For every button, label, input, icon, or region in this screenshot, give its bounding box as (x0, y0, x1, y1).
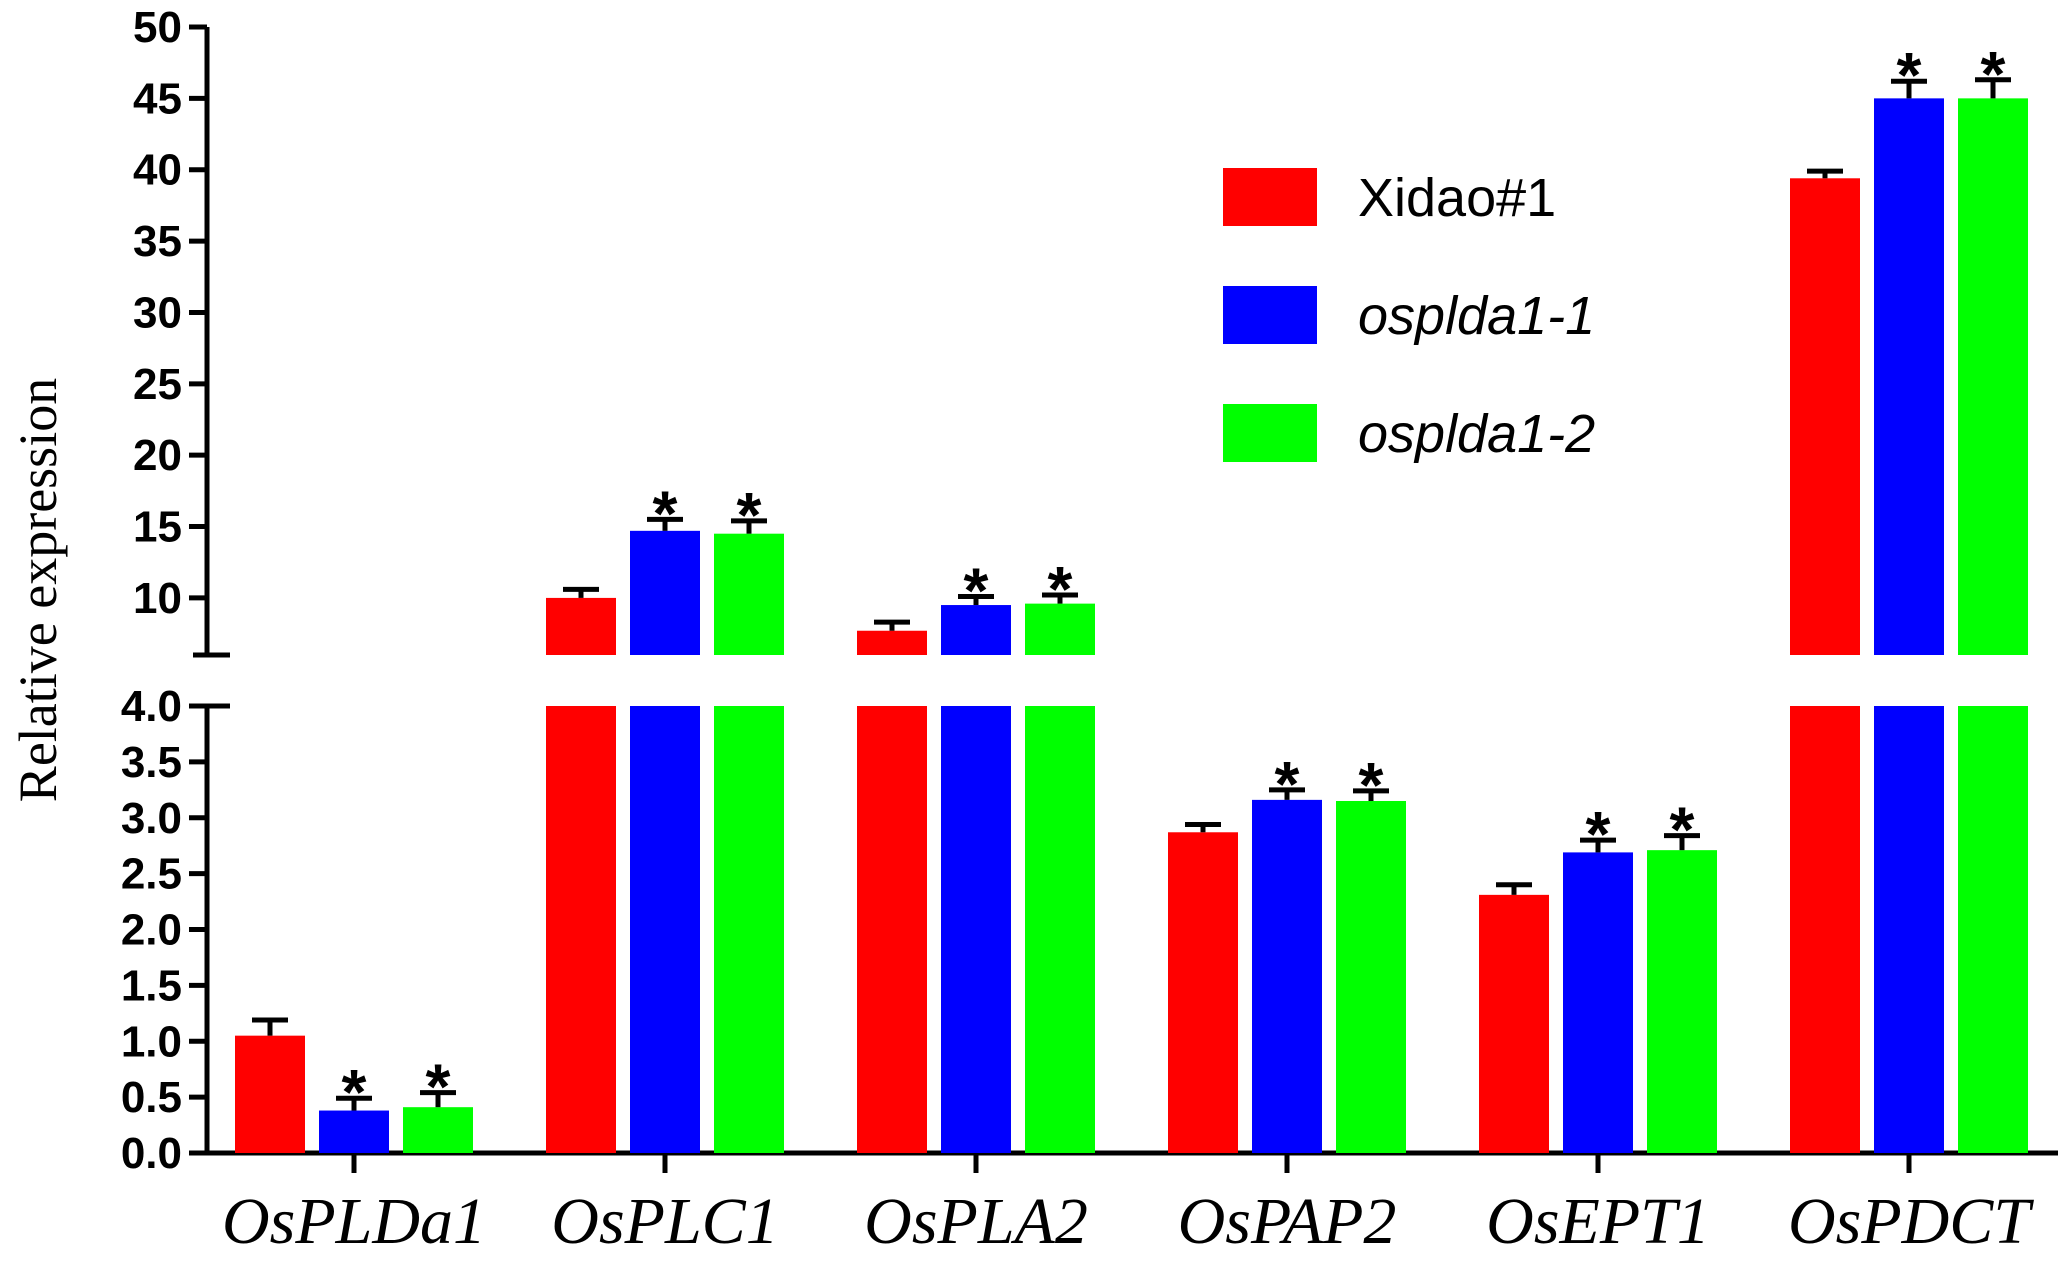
bar-OsEPT1-Xidao#1 (1479, 894, 1549, 1153)
legend-swatch-osplda1-1 (1223, 286, 1317, 344)
significance-star: * (426, 1051, 451, 1123)
significance-star: * (737, 479, 762, 551)
bar-OsPLC1-Xidao#1-upper (546, 597, 616, 655)
y-tick-label: 1.5 (121, 961, 182, 1010)
bar-OsPLDa1-Xidao#1 (235, 1035, 305, 1153)
legend-label-osplda1-2: osplda1-2 (1358, 404, 1595, 464)
bar-OsPLC1-osplda1-2-upper (714, 533, 784, 655)
bar-OsPDCT-osplda1-2-lower (1958, 706, 2028, 1153)
bar-OsPLA2-osplda1-1-lower (941, 706, 1011, 1153)
bar-OsPDCT-osplda1-1-lower (1874, 706, 1944, 1153)
bar-OsPLDa1-osplda1-2 (403, 1107, 473, 1153)
bar-OsPLA2-osplda1-2-upper (1025, 603, 1095, 655)
y-tick-label: 45 (133, 74, 182, 123)
bar-OsPAP2-Xidao#1 (1168, 832, 1238, 1153)
x-tick-label-OsPLC1: OsPLC1 (551, 1185, 778, 1258)
bar-OsPDCT-Xidao#1-upper (1790, 178, 1860, 656)
bar-OsPLA2-Xidao#1-lower (857, 706, 927, 1153)
legend-swatch-osplda1-2 (1223, 404, 1317, 462)
y-tick-label: 25 (133, 360, 182, 409)
legend-swatch-Xidao#1 (1223, 168, 1317, 226)
bar-OsPLC1-osplda1-1-lower (630, 706, 700, 1153)
bar-OsPLA2-osplda1-1-upper (941, 605, 1011, 655)
legend-label-osplda1-1: osplda1-1 (1358, 286, 1595, 346)
significance-star: * (1586, 798, 1611, 870)
significance-star: * (1981, 38, 2006, 110)
bar-OsPDCT-osplda1-1-upper (1874, 98, 1944, 655)
bar-OsPLA2-osplda1-2-lower (1025, 706, 1095, 1153)
bar-OsPLC1-osplda1-2-lower (714, 706, 784, 1153)
significance-star: * (964, 554, 989, 626)
bar-OsPLC1-osplda1-1-upper (630, 530, 700, 655)
x-tick-label-OsPDCT: OsPDCT (1788, 1185, 2034, 1258)
bar-OsPAP2-osplda1-1 (1252, 799, 1322, 1153)
legend-label-Xidao#1: Xidao#1 (1358, 168, 1556, 228)
y-tick-label: 15 (133, 503, 182, 552)
significance-star: * (1048, 553, 1073, 625)
y-tick-label: 35 (133, 217, 182, 266)
significance-star: * (1897, 39, 1922, 111)
significance-star: * (1275, 748, 1300, 820)
y-tick-label: 1.0 (121, 1017, 182, 1066)
x-tick-label-OsEPT1: OsEPT1 (1486, 1185, 1710, 1258)
bar-OsPDCT-Xidao#1-lower (1790, 706, 1860, 1153)
y-tick-label: 2.0 (121, 906, 182, 955)
bar-OsEPT1-osplda1-1 (1563, 852, 1633, 1153)
y-tick-label: 0.5 (121, 1073, 182, 1122)
bar-OsPLA2-Xidao#1-upper (857, 630, 927, 655)
significance-star: * (1670, 794, 1695, 866)
y-tick-label: 50 (133, 3, 182, 52)
y-tick-label: 0.0 (121, 1129, 182, 1178)
y-tick-label: 3.0 (121, 794, 182, 843)
x-tick-label-OsPAP2: OsPAP2 (1178, 1185, 1397, 1258)
significance-star: * (653, 477, 678, 549)
y-tick-label: 2.5 (121, 850, 182, 899)
bar-OsPAP2-osplda1-2 (1336, 800, 1406, 1153)
bar-OsPDCT-osplda1-2-upper (1958, 98, 2028, 655)
bar-OsPLC1-Xidao#1-lower (546, 706, 616, 1153)
bar-OsPLDa1-osplda1-1 (319, 1110, 389, 1153)
y-tick-label: 3.5 (121, 738, 182, 787)
x-tick-label-OsPLA2: OsPLA2 (864, 1185, 1088, 1258)
y-tick-label: 40 (133, 146, 182, 195)
y-tick-label: 30 (133, 288, 182, 337)
x-tick-label-OsPLDa1: OsPLDa1 (222, 1185, 486, 1258)
y-tick-label: 10 (133, 574, 182, 623)
y-tick-label: 20 (133, 431, 182, 480)
significance-star: * (1359, 749, 1384, 821)
y-axis-label: Relative expression (8, 378, 68, 802)
y-tick-label: 4.0 (121, 682, 182, 731)
significance-star: * (342, 1056, 367, 1128)
bar-OsEPT1-osplda1-2 (1647, 850, 1717, 1153)
